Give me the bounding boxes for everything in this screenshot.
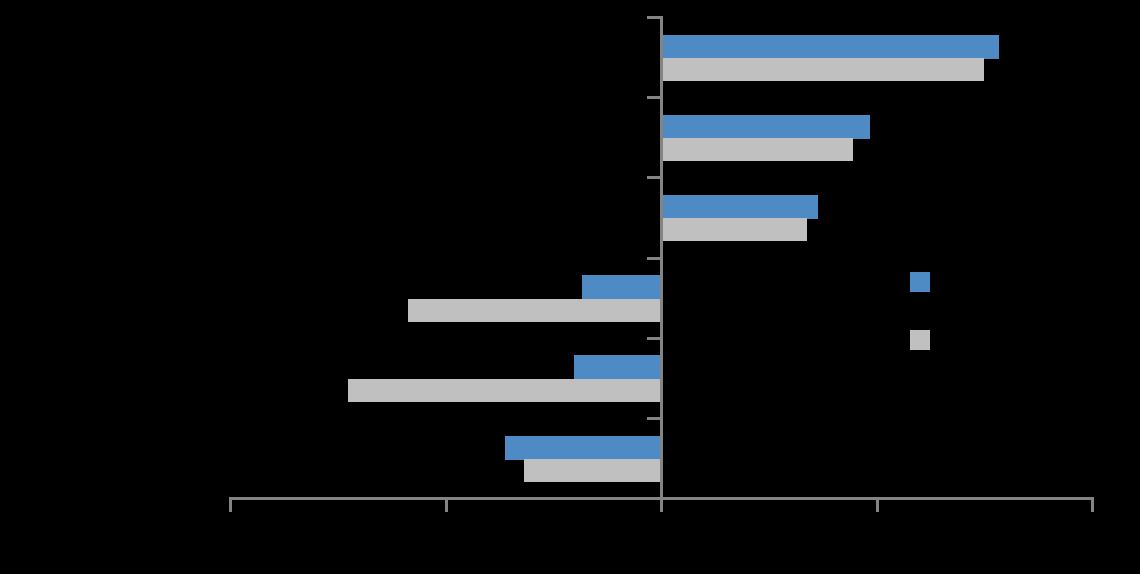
- bar-series-blue-cat2: [663, 115, 870, 139]
- legend-swatch-gray: [910, 330, 930, 350]
- value-axis-tick: [1091, 497, 1094, 512]
- category-axis-tick: [647, 337, 660, 340]
- value-axis-tick: [229, 497, 232, 512]
- bar-series-blue-cat1: [663, 35, 999, 59]
- category-axis-tick: [647, 176, 660, 179]
- bar-series-blue-cat4: [582, 275, 660, 299]
- bar-series-blue-cat3: [663, 195, 818, 219]
- category-axis-tick: [647, 497, 660, 500]
- value-axis-tick: [660, 497, 663, 512]
- category-axis-tick: [647, 417, 660, 420]
- legend-swatch-blue: [910, 272, 930, 292]
- bar-series-gray-cat5: [348, 379, 660, 402]
- category-axis-tick: [647, 16, 660, 19]
- category-axis-tick: [647, 96, 660, 99]
- value-axis-tick: [445, 497, 448, 512]
- bar-series-gray-cat1: [663, 58, 984, 81]
- bar-series-gray-cat6: [524, 459, 660, 482]
- bar-series-blue-cat6: [505, 436, 660, 460]
- bar-series-gray-cat4: [408, 299, 660, 322]
- bar-series-gray-cat3: [663, 218, 807, 241]
- bar-series-blue-cat5: [574, 355, 660, 379]
- category-axis-tick: [647, 257, 660, 260]
- bar-series-gray-cat2: [663, 138, 853, 161]
- value-axis-tick: [876, 497, 879, 512]
- category-axis-line: [660, 16, 663, 512]
